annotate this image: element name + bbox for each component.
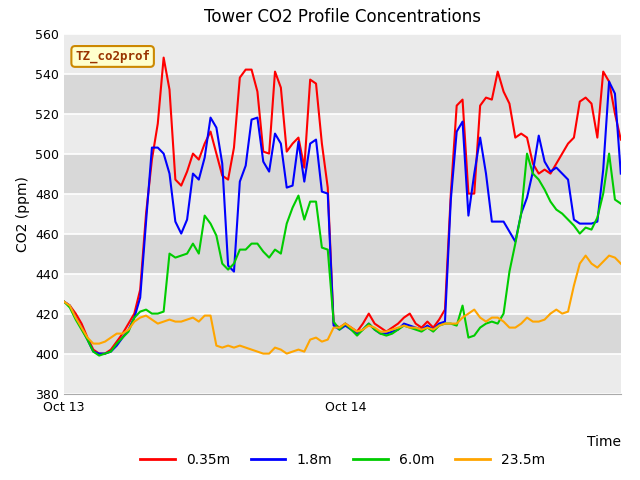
23.5m xyxy=(307,337,314,343)
0.35m xyxy=(95,351,103,357)
6.0m xyxy=(142,307,150,312)
Bar xyxy=(64,193,621,234)
Bar xyxy=(64,274,621,313)
Text: Time: Time xyxy=(587,435,621,449)
1.8m xyxy=(365,321,372,326)
Bar xyxy=(64,114,621,154)
Line: 0.35m: 0.35m xyxy=(64,58,621,354)
6.0m xyxy=(523,151,531,156)
0.35m xyxy=(60,299,68,304)
6.0m xyxy=(224,267,232,273)
0.35m xyxy=(371,321,378,326)
6.0m xyxy=(617,201,625,206)
Line: 23.5m: 23.5m xyxy=(64,255,621,354)
6.0m xyxy=(60,299,68,304)
0.35m xyxy=(230,145,238,151)
6.0m xyxy=(95,353,103,359)
23.5m xyxy=(365,323,372,328)
1.8m xyxy=(60,299,68,304)
1.8m xyxy=(142,219,150,225)
0.35m xyxy=(312,81,320,86)
6.0m xyxy=(582,225,589,230)
Text: TZ_co2prof: TZ_co2prof xyxy=(75,50,150,63)
0.35m xyxy=(160,55,168,60)
1.8m xyxy=(95,351,103,357)
6.0m xyxy=(348,327,355,333)
23.5m xyxy=(218,345,226,350)
Title: Tower CO2 Profile Concentrations: Tower CO2 Profile Concentrations xyxy=(204,9,481,26)
6.0m xyxy=(365,321,372,326)
Legend: 0.35m, 1.8m, 6.0m, 23.5m: 0.35m, 1.8m, 6.0m, 23.5m xyxy=(134,447,550,472)
1.8m xyxy=(617,171,625,177)
0.35m xyxy=(582,95,589,100)
Y-axis label: CO2 (ppm): CO2 (ppm) xyxy=(15,176,29,252)
0.35m xyxy=(617,137,625,143)
23.5m xyxy=(582,252,589,258)
1.8m xyxy=(576,221,584,227)
6.0m xyxy=(307,199,314,204)
Line: 1.8m: 1.8m xyxy=(64,82,621,354)
0.35m xyxy=(353,329,361,335)
Bar xyxy=(64,354,621,394)
23.5m xyxy=(617,261,625,266)
0.35m xyxy=(142,211,150,216)
23.5m xyxy=(259,351,267,357)
23.5m xyxy=(60,299,68,304)
Line: 6.0m: 6.0m xyxy=(64,154,621,356)
1.8m xyxy=(307,141,314,146)
1.8m xyxy=(348,327,355,333)
1.8m xyxy=(605,79,613,84)
23.5m xyxy=(348,325,355,331)
Bar xyxy=(64,34,621,73)
1.8m xyxy=(224,263,232,268)
23.5m xyxy=(576,261,584,266)
23.5m xyxy=(136,315,144,321)
